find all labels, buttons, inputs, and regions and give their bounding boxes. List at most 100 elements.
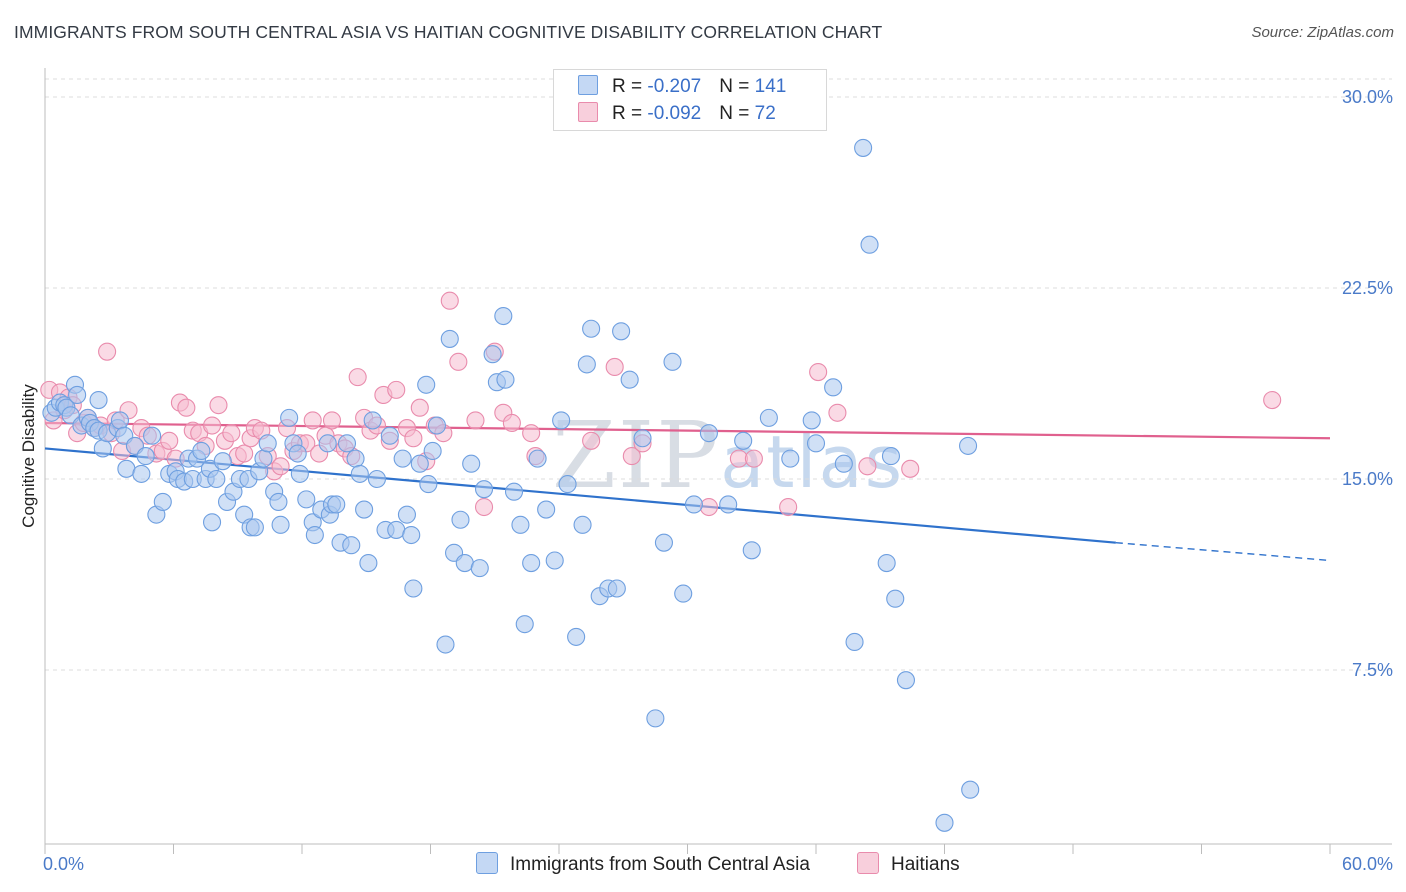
data-point-south-central-asia xyxy=(117,459,136,478)
data-point-haitians xyxy=(235,444,254,463)
data-point-south-central-asia xyxy=(494,306,513,326)
data-point-south-central-asia xyxy=(959,436,978,455)
data-point-south-central-asia xyxy=(483,345,502,364)
data-point-south-central-asia xyxy=(132,464,151,483)
data-point-haitians xyxy=(209,396,228,415)
data-point-south-central-asia xyxy=(854,138,873,157)
data-point-south-central-asia xyxy=(515,615,534,634)
data-point-south-central-asia xyxy=(528,449,547,468)
data-point-south-central-asia xyxy=(280,408,299,427)
data-point-south-central-asia xyxy=(213,452,232,471)
data-point-haitians xyxy=(466,411,485,430)
data-point-south-central-asia xyxy=(759,408,778,427)
data-point-haitians xyxy=(404,429,423,448)
data-point-haitians xyxy=(322,411,342,430)
data-point-south-central-asia xyxy=(136,447,155,466)
data-point-south-central-asia xyxy=(470,559,489,578)
data-point-haitians xyxy=(440,291,459,310)
data-point-south-central-asia xyxy=(935,813,954,832)
x-tick-label: 0.0% xyxy=(43,854,84,874)
data-point-south-central-asia xyxy=(271,515,290,534)
legend-label: Haitians xyxy=(891,854,960,875)
data-point-south-central-asia xyxy=(511,515,530,534)
data-point-south-central-asia xyxy=(342,536,361,555)
data-point-haitians xyxy=(622,447,641,466)
data-point-south-central-asia xyxy=(734,431,753,450)
data-point-haitians xyxy=(271,457,290,476)
data-point-south-central-asia xyxy=(522,553,541,573)
r-label: R = xyxy=(612,76,648,97)
data-point-haitians xyxy=(858,457,877,476)
data-point-south-central-asia xyxy=(558,475,577,494)
data-point-south-central-asia xyxy=(646,709,665,728)
data-point-south-central-asia xyxy=(504,482,524,501)
data-point-south-central-asia xyxy=(742,541,761,560)
data-point-haitians xyxy=(303,411,322,430)
data-point-south-central-asia xyxy=(410,454,429,473)
data-point-south-central-asia xyxy=(824,378,843,397)
data-point-south-central-asia xyxy=(297,490,316,509)
data-point-south-central-asia xyxy=(699,424,718,443)
data-point-haitians xyxy=(809,362,828,382)
correlation-legend: R = -0.207 N = 141 R = -0.092 N = 72 xyxy=(553,69,827,131)
data-point-south-central-asia xyxy=(269,492,288,511)
data-point-south-central-asia xyxy=(474,480,494,499)
data-point-south-central-asia xyxy=(663,352,682,371)
data-point-south-central-asia xyxy=(674,584,693,603)
data-point-haitians xyxy=(98,342,117,361)
data-point-south-central-asia xyxy=(423,441,442,461)
data-point-south-central-asia xyxy=(633,429,652,448)
data-point-south-central-asia xyxy=(877,553,896,573)
data-point-south-central-asia xyxy=(143,426,162,445)
data-point-south-central-asia xyxy=(288,444,307,463)
data-point-south-central-asia xyxy=(607,579,626,598)
data-point-south-central-asia xyxy=(402,525,421,545)
data-point-haitians xyxy=(522,424,541,443)
data-point-haitians xyxy=(779,497,798,517)
data-point-south-central-asia xyxy=(451,510,470,529)
r-value: -0.092 xyxy=(647,103,702,124)
legend-row-south-central-asia: R = -0.207 N = 141 xyxy=(578,75,786,99)
n-label: N = xyxy=(719,76,755,97)
y-axis-label: Cognitive Disability xyxy=(19,384,38,528)
blue-swatch xyxy=(578,75,598,95)
pink-swatch xyxy=(857,852,879,874)
legend-label: Immigrants from South Central Asia xyxy=(510,854,810,875)
data-point-south-central-asia xyxy=(367,469,387,489)
data-point-south-central-asia xyxy=(254,449,273,468)
data-point-south-central-asia xyxy=(834,454,853,473)
data-point-south-central-asia xyxy=(719,495,738,514)
data-point-south-central-asia xyxy=(419,475,438,494)
data-point-south-central-asia xyxy=(350,464,369,483)
legend-item-haitians: Haitians xyxy=(857,852,960,876)
n-label: N = xyxy=(719,103,755,124)
data-point-south-central-asia xyxy=(567,627,586,646)
pink-swatch xyxy=(578,102,598,122)
y-tick-label: 7.5% xyxy=(1352,660,1393,680)
data-point-south-central-asia xyxy=(881,447,901,466)
data-point-south-central-asia xyxy=(89,391,108,410)
points-south-central-asia xyxy=(42,138,980,832)
trendline-dashed xyxy=(1115,541,1331,562)
data-point-south-central-asia xyxy=(886,589,905,608)
gridlines xyxy=(45,78,1392,671)
data-point-haitians xyxy=(1263,391,1282,410)
data-point-haitians xyxy=(410,398,429,417)
data-point-haitians xyxy=(348,368,367,387)
data-point-haitians xyxy=(744,449,763,468)
data-point-south-central-asia xyxy=(203,513,222,532)
x-tick-label: 60.0% xyxy=(1342,854,1393,874)
data-point-south-central-asia xyxy=(290,464,309,483)
data-point-south-central-asia xyxy=(612,322,631,341)
data-point-south-central-asia xyxy=(305,525,324,545)
data-point-haitians xyxy=(699,497,718,517)
data-point-south-central-asia xyxy=(404,579,423,598)
data-point-south-central-asia xyxy=(961,780,980,799)
data-point-south-central-asia xyxy=(845,632,864,652)
data-point-south-central-asia xyxy=(192,441,211,461)
data-point-haitians xyxy=(387,380,406,399)
data-point-haitians xyxy=(828,403,847,422)
data-point-south-central-asia xyxy=(110,411,130,430)
data-point-south-central-asia xyxy=(153,492,172,511)
